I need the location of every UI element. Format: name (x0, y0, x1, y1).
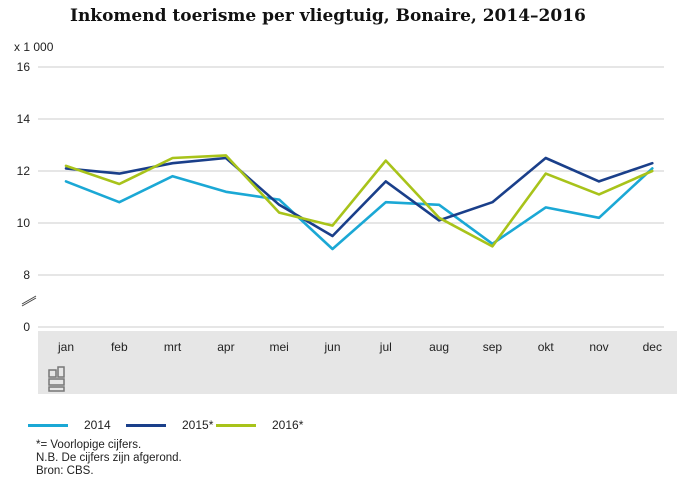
y-tick-label: 10 (17, 216, 31, 230)
x-tick-label-nov: nov (589, 340, 608, 354)
x-tick-label-jan: jan (57, 340, 74, 354)
legend-item-2016: 2016* (216, 418, 303, 432)
gridlines (38, 66, 664, 328)
chart-title: Inkomend toerisme per vliegtuig, Bonaire… (70, 6, 586, 26)
series-line-2016 (64, 154, 654, 248)
series-line-2014 (64, 167, 654, 251)
y-tick-labels: 0 8 10 12 14 16 (17, 60, 31, 334)
footnotes: *= Voorlopige cijfers. N.B. De cijfers z… (36, 439, 182, 478)
x-tick-label-mei: mei (270, 340, 289, 354)
series-lines (64, 154, 654, 251)
cbs-logo-icon (48, 366, 65, 392)
legend-item-2015: 2015* (126, 418, 213, 432)
legend-label-2016: 2016* (272, 418, 304, 432)
x-axis-band (38, 331, 677, 394)
x-tick-label-dec: dec (643, 340, 662, 354)
x-tick-label-jul: jul (379, 340, 392, 354)
y-unit-label: x 1 000 (14, 40, 54, 54)
axis-break-icon (21, 295, 37, 307)
series-line-2015 (64, 156, 654, 238)
y-tick-label: 14 (17, 112, 31, 126)
footnote-rounded: N.B. De cijfers zijn afgerond. (36, 452, 182, 464)
x-tick-label-okt: okt (538, 340, 555, 354)
x-tick-labels: jan feb mrt apr mei jun jul aug sep okt nov dec (57, 340, 662, 354)
line-chart: 0 8 10 12 14 16 x 1 000 jan feb mrt apr mei jun jul… (14, 40, 677, 394)
footnote-source: Bron: CBS. (36, 465, 94, 477)
legend-label-2014: 2014 (84, 418, 111, 432)
legend-swatch-2014 (28, 423, 68, 427)
x-tick-label-feb: feb (111, 340, 128, 354)
legend-label-2015: 2015* (182, 418, 214, 432)
x-tick-label-sep: sep (483, 340, 503, 354)
x-tick-label-apr: apr (217, 340, 234, 354)
x-tick-label-aug: aug (429, 340, 449, 354)
legend-item-2014: 2014 (28, 418, 111, 432)
legend-swatch-2015 (126, 423, 166, 427)
x-tick-label-jun: jun (323, 340, 340, 354)
y-tick-label: 8 (23, 268, 30, 282)
footnote-provisional: *= Voorlopige cijfers. (36, 439, 142, 451)
y-tick-label: 0 (23, 320, 30, 334)
x-tick-label-mrt: mrt (164, 340, 182, 354)
y-tick-label: 12 (17, 164, 31, 178)
legend-swatch-2016 (216, 423, 256, 427)
y-tick-label: 16 (17, 60, 31, 74)
